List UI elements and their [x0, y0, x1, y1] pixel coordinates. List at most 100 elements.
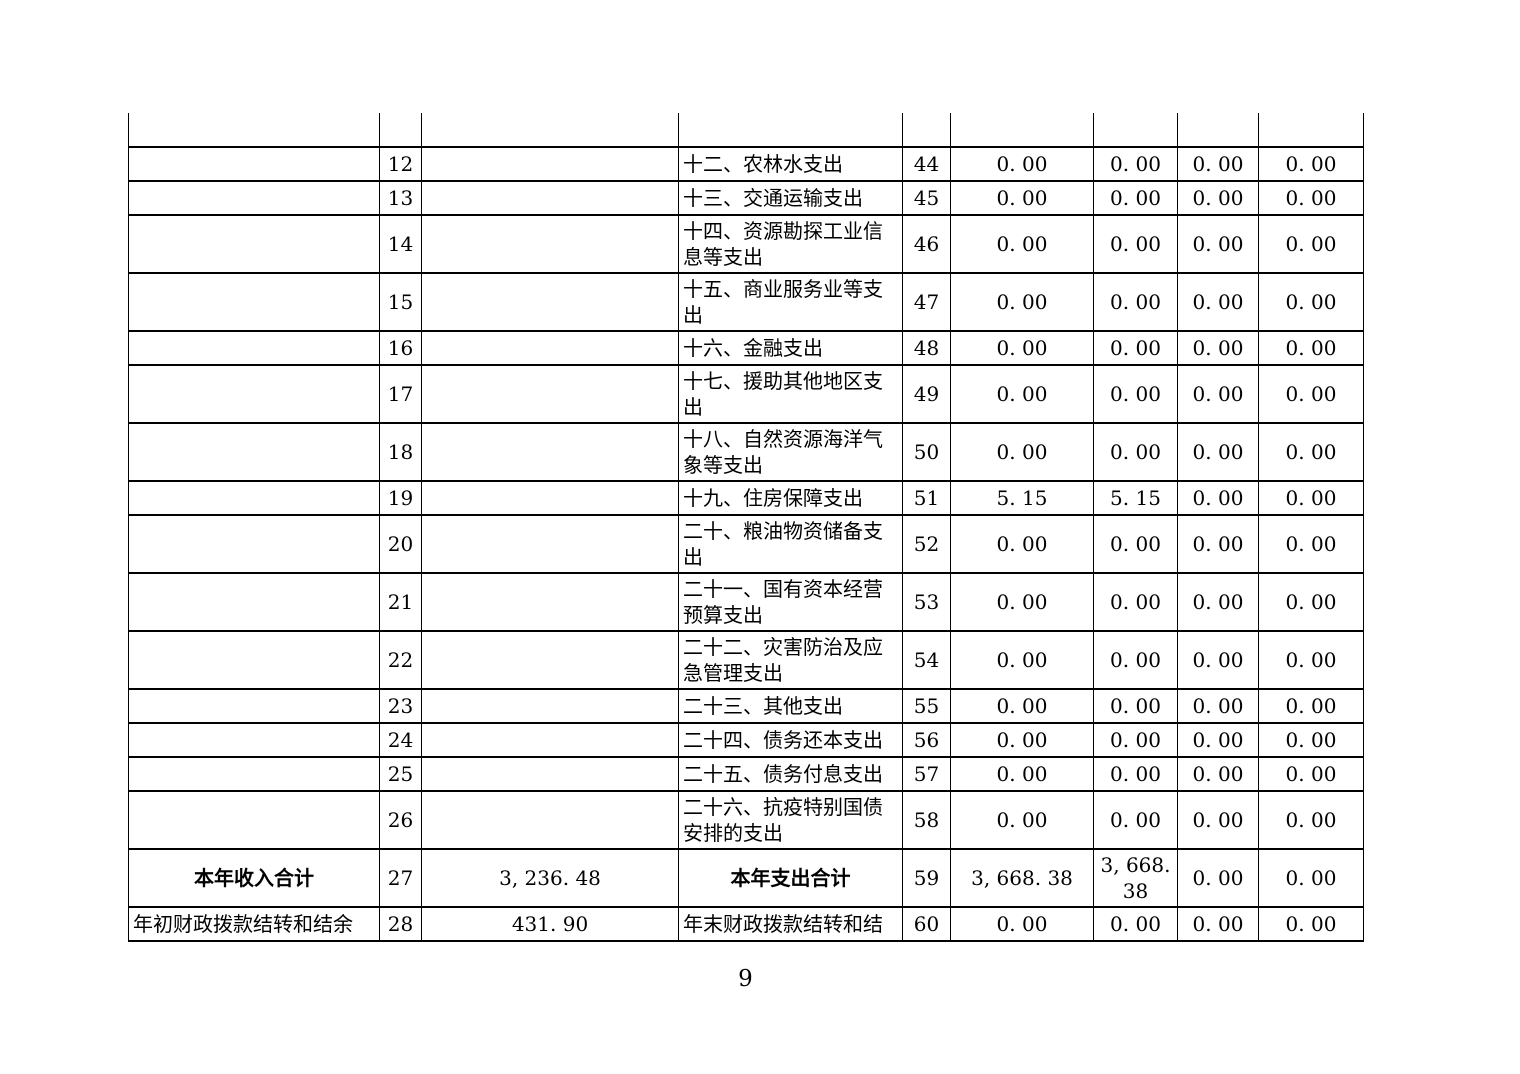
cell-amount-col-2: 0. 00 — [1093, 214, 1178, 274]
table-row: 14 十四、资源勘探工业信息等支出 46 0. 00 0. 00 0. 00 0. 00 — [128, 214, 1364, 274]
cell-left-amount — [421, 272, 679, 332]
cell-left-amount — [421, 630, 679, 690]
cell-left-amount — [421, 422, 679, 482]
cell-amount-col-2: 0. 00 — [1093, 180, 1178, 216]
cell-amount-col-1: 0. 00 — [950, 906, 1094, 942]
cell-amount-col-3: 0. 00 — [1177, 180, 1259, 216]
cell-left-amount — [421, 572, 679, 632]
cell-left-category — [128, 572, 380, 632]
cell-amount-col-4: 0. 00 — [1258, 630, 1364, 690]
cell-amount-col-2: 0. 00 — [1093, 422, 1178, 482]
cell-right-category: 十七、援助其他地区支出 — [678, 364, 903, 424]
table-row: 19 十九、住房保障支出 51 5. 15 5. 15 0. 00 0. 00 — [128, 480, 1364, 516]
cell-left-amount — [421, 146, 679, 182]
cell-left-amount — [421, 364, 679, 424]
cell-amount-col-1: 0. 00 — [950, 790, 1094, 850]
clipped-cell — [950, 113, 1094, 148]
table-row: 18 十八、自然资源海洋气象等支出 50 0. 00 0. 00 0. 00 0. 00 — [128, 422, 1364, 482]
cell-amount-col-1: 0. 00 — [950, 630, 1094, 690]
cell-left-line-no: 23 — [379, 688, 422, 724]
cell-right-category: 二十二、灾害防治及应急管理支出 — [678, 630, 903, 690]
cell-left-amount — [421, 514, 679, 574]
cell-amount-col-2: 0. 00 — [1093, 756, 1178, 792]
cell-amount-col-4: 0. 00 — [1258, 272, 1364, 332]
cell-amount-col-4: 0. 00 — [1258, 906, 1364, 942]
cell-left-amount — [421, 790, 679, 850]
cell-amount-col-1: 0. 00 — [950, 272, 1094, 332]
cell-left-amount — [421, 180, 679, 216]
cell-amount-col-1: 0. 00 — [950, 146, 1094, 182]
cell-right-line-no: 60 — [902, 906, 951, 942]
cell-left-amount: 431. 90 — [421, 906, 679, 942]
cell-amount-col-1: 0. 00 — [950, 330, 1094, 366]
cell-right-line-no: 56 — [902, 722, 951, 758]
cell-right-category: 二十一、国有资本经营预算支出 — [678, 572, 903, 632]
cell-right-category: 二十六、抗疫特别国债安排的支出 — [678, 790, 903, 850]
cell-right-category: 二十三、其他支出 — [678, 688, 903, 724]
cell-left-line-no: 24 — [379, 722, 422, 758]
budget-table: 12 十二、农林水支出 44 0. 00 0. 00 0. 00 0. 00 13 十三、交通运… — [128, 113, 1364, 942]
table-row: 26 二十六、抗疫特别国债安排的支出 58 0. 00 0. 00 0. 00 0. 00 — [128, 790, 1364, 850]
cell-amount-col-1: 0. 00 — [950, 688, 1094, 724]
cell-amount-col-4: 0. 00 — [1258, 756, 1364, 792]
cell-amount-col-4: 0. 00 — [1258, 214, 1364, 274]
table-row: 24 二十四、债务还本支出 56 0. 00 0. 00 0. 00 0. 00 — [128, 722, 1364, 758]
cell-right-line-no: 59 — [902, 848, 951, 908]
cell-amount-col-3: 0. 00 — [1177, 272, 1259, 332]
cell-amount-col-2: 5. 15 — [1093, 480, 1178, 516]
cell-left-amount: 3, 236. 48 — [421, 848, 679, 908]
cell-left-category — [128, 272, 380, 332]
cell-amount-col-2: 0. 00 — [1093, 722, 1178, 758]
cell-amount-col-1: 0. 00 — [950, 214, 1094, 274]
cell-left-line-no: 16 — [379, 330, 422, 366]
cell-left-line-no: 18 — [379, 422, 422, 482]
clipped-cell — [128, 113, 380, 148]
cell-right-category: 十九、住房保障支出 — [678, 480, 903, 516]
cell-left-category — [128, 480, 380, 516]
cell-amount-col-4: 0. 00 — [1258, 688, 1364, 724]
cell-right-category: 二十五、债务付息支出 — [678, 756, 903, 792]
cell-right-category: 十六、金融支出 — [678, 330, 903, 366]
table-row: 25 二十五、债务付息支出 57 0. 00 0. 00 0. 00 0. 00 — [128, 756, 1364, 792]
cell-amount-col-1: 0. 00 — [950, 364, 1094, 424]
cell-amount-col-2: 3, 668. 38 — [1093, 848, 1178, 908]
cell-right-line-no: 53 — [902, 572, 951, 632]
cell-amount-col-2: 0. 00 — [1093, 146, 1178, 182]
cell-amount-col-1: 3, 668. 38 — [950, 848, 1094, 908]
table-row: 12 十二、农林水支出 44 0. 00 0. 00 0. 00 0. 00 — [128, 146, 1364, 182]
cell-amount-col-4: 0. 00 — [1258, 790, 1364, 850]
cell-left-category — [128, 146, 380, 182]
cell-amount-col-4: 0. 00 — [1258, 514, 1364, 574]
cell-left-amount — [421, 480, 679, 516]
cell-right-line-no: 48 — [902, 330, 951, 366]
cell-left-line-no: 15 — [379, 272, 422, 332]
table-row: 21 二十一、国有资本经营预算支出 53 0. 00 0. 00 0. 00 0. 00 — [128, 572, 1364, 632]
cell-left-line-no: 28 — [379, 906, 422, 942]
cell-amount-col-3: 0. 00 — [1177, 906, 1259, 942]
cell-left-category — [128, 364, 380, 424]
cell-amount-col-3: 0. 00 — [1177, 214, 1259, 274]
cell-left-category — [128, 756, 380, 792]
cell-amount-col-4: 0. 00 — [1258, 180, 1364, 216]
cell-amount-col-1: 0. 00 — [950, 722, 1094, 758]
clipped-cell — [1093, 113, 1178, 148]
page-number: 9 — [738, 966, 753, 992]
cell-right-category: 二十四、债务还本支出 — [678, 722, 903, 758]
cell-amount-col-3: 0. 00 — [1177, 790, 1259, 850]
clipped-row — [128, 113, 1364, 148]
cell-left-category: 本年收入合计 — [128, 848, 380, 908]
cell-left-line-no: 26 — [379, 790, 422, 850]
table-row: 23 二十三、其他支出 55 0. 00 0. 00 0. 00 0. 00 — [128, 688, 1364, 724]
cell-amount-col-1: 5. 15 — [950, 480, 1094, 516]
cell-left-line-no: 22 — [379, 630, 422, 690]
budget-table-body: 12 十二、农林水支出 44 0. 00 0. 00 0. 00 0. 00 13 十三、交通运… — [128, 113, 1364, 942]
cell-left-category: 年初财政拨款结转和结余 — [128, 906, 380, 942]
cell-amount-col-2: 0. 00 — [1093, 906, 1178, 942]
cell-amount-col-3: 0. 00 — [1177, 422, 1259, 482]
cell-right-line-no: 44 — [902, 146, 951, 182]
cell-right-category: 十八、自然资源海洋气象等支出 — [678, 422, 903, 482]
cell-amount-col-3: 0. 00 — [1177, 722, 1259, 758]
cell-right-line-no: 54 — [902, 630, 951, 690]
cell-amount-col-3: 0. 00 — [1177, 364, 1259, 424]
